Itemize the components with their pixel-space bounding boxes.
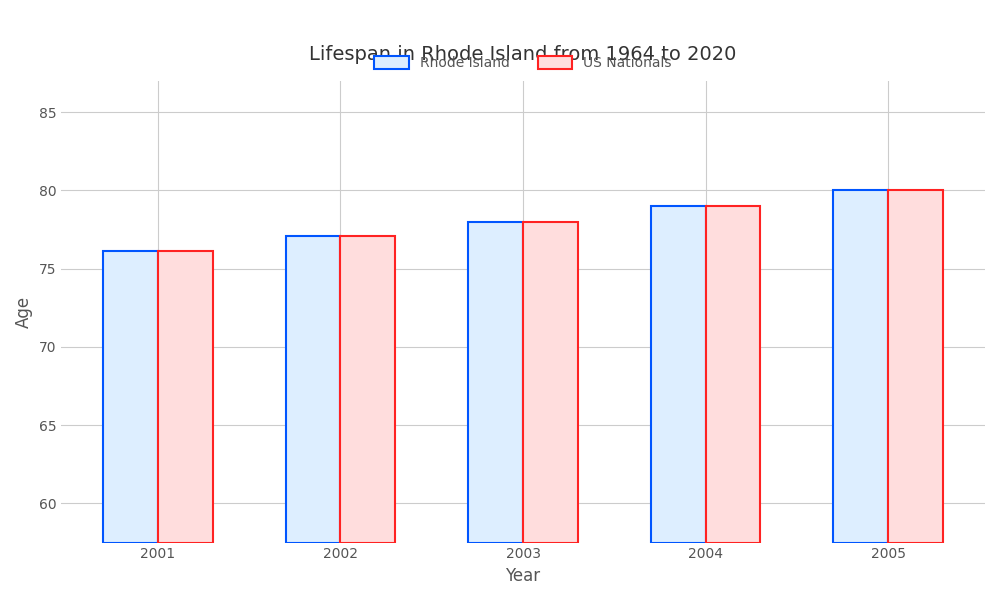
Bar (706, 206, 760, 542)
Bar (158, 251, 213, 542)
Bar (833, 190, 888, 542)
Bar (888, 190, 943, 542)
Bar (340, 236, 395, 542)
Bar (286, 236, 340, 542)
Legend: Rhode Island, US Nationals: Rhode Island, US Nationals (369, 51, 677, 76)
Bar (468, 222, 523, 542)
Title: Lifespan in Rhode Island from 1964 to 2020: Lifespan in Rhode Island from 1964 to 20… (309, 45, 737, 64)
X-axis label: Year: Year (505, 567, 541, 585)
Bar (651, 206, 706, 542)
Bar (523, 222, 578, 542)
Y-axis label: Age: Age (15, 296, 33, 328)
Bar (103, 251, 158, 542)
